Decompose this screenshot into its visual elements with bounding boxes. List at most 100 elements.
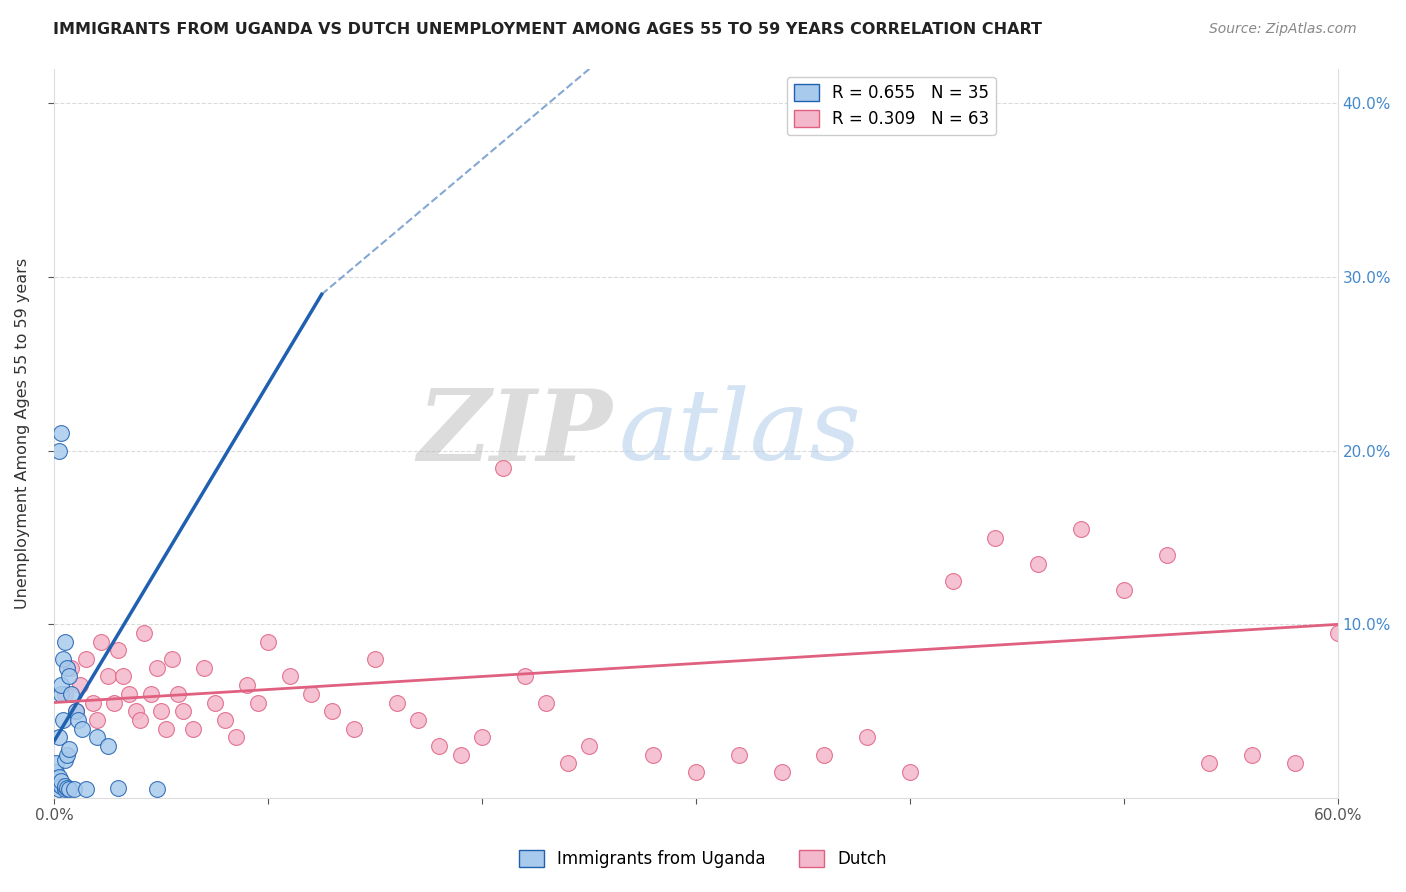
Point [52, 652, 75, 666]
Point [60, 661, 83, 675]
Point [134, 626, 156, 640]
Point [139, 687, 162, 701]
Point [770, 764, 793, 779]
Point [90, 634, 112, 648]
Point [257, 634, 280, 648]
Point [578, 739, 600, 753]
Point [75, 652, 97, 666]
Point [58, 782, 80, 797]
Point [107, 643, 129, 657]
Point [128, 713, 150, 727]
Point [49, 678, 72, 692]
Point [193, 661, 215, 675]
Point [1241, 747, 1264, 762]
Point [685, 764, 707, 779]
Point [53, 779, 76, 793]
Point [53, 634, 76, 648]
Point [124, 704, 146, 718]
Point [155, 722, 177, 736]
Point [146, 782, 169, 797]
Y-axis label: Unemployment Among Ages 55 to 59 years: Unemployment Among Ages 55 to 59 years [15, 258, 30, 609]
Point [69, 678, 91, 692]
Point [643, 747, 665, 762]
Point [52, 713, 75, 727]
Point [299, 687, 322, 701]
Point [107, 780, 129, 795]
Point [150, 704, 173, 718]
Point [364, 652, 387, 666]
Point [45, 773, 67, 788]
Point [48, 777, 70, 791]
Point [56, 747, 79, 762]
Point [97, 669, 120, 683]
Point [172, 704, 194, 718]
Point [204, 696, 226, 710]
Point [65, 704, 87, 718]
Point [58, 669, 80, 683]
Text: atlas: atlas [619, 385, 862, 481]
Point [97, 739, 120, 753]
Point [53, 782, 76, 797]
Point [1156, 548, 1178, 562]
Point [1026, 557, 1049, 571]
Point [321, 704, 343, 718]
Point [536, 696, 558, 710]
Text: ZIP: ZIP [418, 385, 613, 482]
Point [49, 687, 72, 701]
Point [53, 687, 76, 701]
Point [146, 661, 169, 675]
Point [70, 722, 93, 736]
Point [82, 696, 104, 710]
Point [75, 782, 97, 797]
Point [48, 770, 70, 784]
Point [183, 722, 205, 736]
Point [942, 574, 965, 588]
Point [225, 731, 247, 745]
Text: Source: ZipAtlas.com: Source: ZipAtlas.com [1209, 22, 1357, 37]
Point [49, 426, 72, 441]
Point [557, 756, 579, 771]
Point [48, 443, 70, 458]
Point [60, 687, 83, 701]
Point [898, 764, 921, 779]
Point [86, 731, 108, 745]
Point [49, 773, 72, 788]
Point [65, 704, 87, 718]
Point [118, 687, 141, 701]
Point [1112, 582, 1135, 597]
Point [471, 731, 494, 745]
Point [45, 756, 67, 771]
Point [406, 713, 429, 727]
Point [343, 722, 366, 736]
Point [856, 731, 879, 745]
Point [513, 669, 536, 683]
Point [103, 696, 125, 710]
Point [278, 669, 301, 683]
Point [450, 747, 472, 762]
Point [1070, 522, 1092, 536]
Point [813, 747, 835, 762]
Point [160, 652, 183, 666]
Point [53, 753, 76, 767]
Point [86, 713, 108, 727]
Point [1198, 756, 1220, 771]
Point [49, 779, 72, 793]
Point [1284, 756, 1306, 771]
Text: IMMIGRANTS FROM UGANDA VS DUTCH UNEMPLOYMENT AMONG AGES 55 TO 59 YEARS CORRELATI: IMMIGRANTS FROM UGANDA VS DUTCH UNEMPLOY… [53, 22, 1042, 37]
Point [727, 747, 749, 762]
Point [492, 461, 515, 475]
Point [58, 742, 80, 756]
Point [427, 739, 450, 753]
Point [236, 678, 259, 692]
Point [246, 696, 269, 710]
Point [385, 696, 408, 710]
Point [56, 661, 79, 675]
Legend: Immigrants from Uganda, Dutch: Immigrants from Uganda, Dutch [512, 843, 894, 875]
Point [48, 782, 70, 797]
Point [214, 713, 236, 727]
Point [1326, 626, 1348, 640]
Point [45, 764, 67, 779]
Point [56, 780, 79, 795]
Point [62, 782, 84, 797]
Point [111, 669, 134, 683]
